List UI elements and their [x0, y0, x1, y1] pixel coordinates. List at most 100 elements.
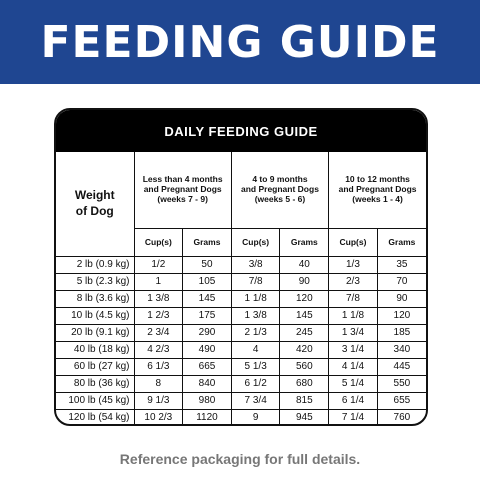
grams-cell: 120 [279, 289, 330, 308]
weight-cell: 10 lb (4.5 kg) [56, 306, 135, 325]
cups-cell: 1/2 [133, 255, 184, 274]
table-body: 2 lb (0.9 kg) 1/2 50 3/8 40 1/3 35 5 lb (2.3 kg… [56, 255, 426, 424]
age-group-header-3: 10 to 12 months and Pregnant Dogs (weeks… [328, 152, 426, 229]
cups-cell: 1 3/8 [133, 289, 184, 308]
grams-cell: 90 [279, 272, 330, 291]
cups-cell: 9 [230, 408, 281, 424]
table-row: 20 lb (9.1 kg) 2 3/4 290 2 1/3 245 1 3/4 185 [56, 323, 426, 342]
cups-cell: 9 1/3 [133, 391, 184, 410]
cups-cell: 5 1/3 [230, 357, 281, 376]
weight-cell: 2 lb (0.9 kg) [56, 255, 135, 274]
cups-cell: 1/3 [328, 255, 378, 274]
table-title: DAILY FEEDING GUIDE [56, 110, 426, 152]
grams-cell: 50 [182, 255, 232, 274]
grams-cell: 655 [376, 391, 426, 410]
group-2-line1: 4 to 9 months [252, 174, 308, 185]
grams-cell: 245 [279, 323, 330, 342]
cups-cell: 7/8 [328, 289, 378, 308]
grams-cell: 680 [279, 374, 330, 393]
table-row: 8 lb (3.6 kg) 1 3/8 145 1 1/8 120 7/8 90 [56, 289, 426, 308]
group-1-line1: Less than 4 months [142, 174, 223, 185]
table-row: 100 lb (45 kg) 9 1/3 980 7 3/4 815 6 1/4 655 [56, 391, 426, 410]
weight-header-line2: of Dog [75, 203, 114, 218]
cups-cell: 4 2/3 [133, 340, 184, 359]
grams-cell: 560 [279, 357, 330, 376]
grams-cell: 120 [376, 306, 426, 325]
feeding-table: Weight of Dog Less than 4 months and Pre… [56, 152, 426, 424]
table-row: 80 lb (36 kg) 8 840 6 1/2 680 5 1/4 550 [56, 374, 426, 393]
cups-cell: 1 1/8 [328, 306, 378, 325]
grams-cell: 815 [279, 391, 330, 410]
cups-cell: 1 3/4 [328, 323, 378, 342]
weight-cell: 8 lb (3.6 kg) [56, 289, 135, 308]
grams-cell: 185 [376, 323, 426, 342]
cups-column-header: Cup(s) [230, 227, 281, 257]
grams-cell: 105 [182, 272, 232, 291]
grams-cell: 175 [182, 306, 232, 325]
group-2-line2: and Pregnant Dogs [241, 183, 319, 194]
grams-column-header: Grams [279, 227, 330, 257]
grams-cell: 760 [376, 408, 426, 424]
age-group-header-2: 4 to 9 months and Pregnant Dogs (weeks 5… [230, 152, 330, 229]
weight-cell: 5 lb (2.3 kg) [56, 272, 135, 291]
cups-cell: 4 [230, 340, 281, 359]
cups-cell: 7 3/4 [230, 391, 281, 410]
grams-cell: 490 [182, 340, 232, 359]
cups-cell: 1 2/3 [133, 306, 184, 325]
grams-cell: 35 [376, 255, 426, 274]
cups-column-header: Cup(s) [328, 227, 378, 257]
table-row: 60 lb (27 kg) 6 1/3 665 5 1/3 560 4 1/4 445 [56, 357, 426, 376]
grams-cell: 290 [182, 323, 232, 342]
grams-column-header: Grams [376, 227, 426, 257]
table-row: 40 lb (18 kg) 4 2/3 490 4 420 3 1/4 340 [56, 340, 426, 359]
cups-cell: 5 1/4 [328, 374, 378, 393]
grams-column-header: Grams [182, 227, 232, 257]
grams-cell: 90 [376, 289, 426, 308]
grams-cell: 1120 [182, 408, 232, 424]
grams-cell: 945 [279, 408, 330, 424]
weight-cell: 100 lb (45 kg) [56, 391, 135, 410]
footer-note: Reference packaging for full details. [119, 451, 361, 467]
grams-cell: 40 [279, 255, 330, 274]
group-1-line3: (weeks 7 - 9) [157, 193, 208, 204]
group-2-line3: (weeks 5 - 6) [254, 193, 306, 204]
weight-header-line1: Weight [74, 188, 115, 203]
grams-cell: 980 [182, 391, 232, 410]
cups-cell: 7/8 [230, 272, 281, 291]
weight-cell: 20 lb (9.1 kg) [56, 323, 135, 342]
page-title: FEEDING GUIDE [40, 16, 440, 68]
weight-cell: 60 lb (27 kg) [56, 357, 135, 376]
cups-cell: 2/3 [328, 272, 378, 291]
cups-cell: 2 1/3 [230, 323, 281, 342]
table-row: 10 lb (4.5 kg) 1 2/3 175 1 3/8 145 1 1/8 120 [56, 306, 426, 325]
grams-cell: 340 [376, 340, 426, 359]
group-3-line3: (weeks 1 - 4) [352, 193, 403, 204]
cups-cell: 3/8 [230, 255, 281, 274]
group-1-line2: and Pregnant Dogs [143, 183, 222, 194]
cups-cell: 1 1/8 [230, 289, 281, 308]
group-3-line2: and Pregnant Dogs [338, 183, 417, 194]
cups-cell: 1 [133, 272, 184, 291]
cups-cell: 2 3/4 [133, 323, 184, 342]
grams-cell: 420 [279, 340, 330, 359]
header-banner: FEEDING GUIDE [0, 0, 480, 84]
table-row: 120 lb (54 kg) 10 2/3 1120 9 945 7 1/4 760 [56, 408, 426, 424]
cups-cell: 6 1/3 [133, 357, 184, 376]
cups-cell: 1 3/8 [230, 306, 281, 325]
age-group-header-1: Less than 4 months and Pregnant Dogs (we… [133, 152, 232, 229]
cups-column-header: Cup(s) [134, 227, 184, 257]
grams-cell: 550 [376, 374, 426, 393]
weight-cell: 80 lb (36 kg) [56, 374, 135, 393]
cups-cell: 6 1/4 [328, 391, 378, 410]
grams-cell: 70 [376, 272, 426, 291]
cups-cell: 6 1/2 [230, 374, 281, 393]
cups-cell: 3 1/4 [328, 340, 378, 359]
weight-cell: 40 lb (18 kg) [56, 340, 135, 359]
grams-cell: 145 [279, 306, 330, 325]
grams-cell: 445 [376, 357, 426, 376]
feeding-guide-card: DAILY FEEDING GUIDE Weight of Dog Less t… [54, 108, 428, 426]
table-row: 2 lb (0.9 kg) 1/2 50 3/8 40 1/3 35 [56, 255, 426, 274]
grams-cell: 840 [182, 374, 232, 393]
grams-cell: 145 [182, 289, 232, 308]
cups-cell: 8 [133, 374, 184, 393]
